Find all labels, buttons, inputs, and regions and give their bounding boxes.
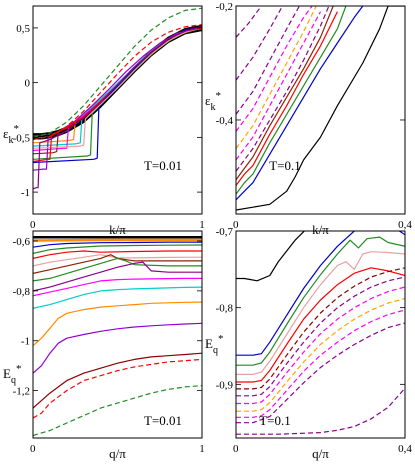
series-line-15 xyxy=(33,24,202,141)
series-line-8 xyxy=(236,286,405,405)
temperature-annotation: T=0.01 xyxy=(144,158,182,173)
series-line-2 xyxy=(236,231,405,356)
series-line-16 xyxy=(33,385,202,437)
series-line-10 xyxy=(33,277,202,297)
series-line-9 xyxy=(33,261,202,292)
series-group xyxy=(33,235,202,437)
temperature-annotation: T=0.1 xyxy=(259,413,291,428)
series-line-11 xyxy=(33,27,202,149)
panel-top-left-chart: 0,5 0 -0,5 -1 0 1 k/π εk* T=0.01 xyxy=(3,5,205,237)
y-tick-label: -0,8 xyxy=(13,286,31,298)
series-line-4 xyxy=(33,244,202,254)
x-tick-label: 1 xyxy=(199,219,205,231)
series-line-11 xyxy=(236,322,405,424)
panel-bottom-left-chart: -0,6 -0,8 -1 -1,2 0 1 q/π Eq* T=0.01 xyxy=(3,230,205,461)
series-line-4 xyxy=(236,251,405,375)
y-tick-label: 0,5 xyxy=(16,23,30,35)
series-line-6 xyxy=(236,267,405,390)
y-axis-label: εk* xyxy=(3,123,19,146)
y-tick-label: -1,2 xyxy=(13,386,30,398)
series-line-12 xyxy=(236,387,405,435)
x-axis-label: q/π xyxy=(312,446,329,461)
y-axis-label: Eq* xyxy=(205,333,223,356)
series-line-7 xyxy=(236,11,322,161)
x-tick-label: 0 xyxy=(30,219,36,231)
series-line-7 xyxy=(33,254,202,274)
series-line-13 xyxy=(33,322,202,374)
series-line-10 xyxy=(236,309,405,418)
series-line-5 xyxy=(236,267,405,383)
series-line-11 xyxy=(33,286,202,309)
series-line-12 xyxy=(236,6,262,38)
x-tick-label: 0 xyxy=(233,443,239,455)
plot-frame xyxy=(235,5,406,215)
y-tick-label: -1 xyxy=(21,187,30,199)
y-axis-label: Eq* xyxy=(3,363,21,386)
panel-top-right-chart: -0,2 -0,4 0 0,4 k/π εk* T=0.1 xyxy=(205,1,412,237)
x-tick-label: 0,4 xyxy=(398,219,412,231)
series-line-3 xyxy=(236,236,405,366)
series-line-14 xyxy=(33,352,202,409)
panel-bottom-right-chart: -0,7 -0,8 -0,9 0 0,4 q/π Eq* T=0.1 xyxy=(205,226,412,461)
x-tick-label: 0 xyxy=(30,443,36,455)
series-line-2 xyxy=(236,6,364,201)
series-line-10 xyxy=(236,6,300,115)
series-line-3 xyxy=(33,241,202,248)
y-tick-label: -0,5 xyxy=(13,132,31,144)
x-axis-label: k/π xyxy=(109,222,126,237)
series-line-4 xyxy=(236,11,338,186)
y-tick-label: -0,8 xyxy=(216,303,234,315)
series-line-5 xyxy=(33,250,202,259)
y-tick-label: -0,7 xyxy=(216,226,234,238)
series-line-7 xyxy=(236,276,405,397)
y-tick-label: -1 xyxy=(21,336,30,348)
x-axis-label: k/π xyxy=(312,222,329,237)
temperature-annotation: T=0.01 xyxy=(144,413,182,428)
series-line-2 xyxy=(33,238,202,242)
y-axis-label: εk* xyxy=(205,90,221,113)
series-line-15 xyxy=(33,358,202,419)
series-line-9 xyxy=(236,297,405,412)
plot-frame xyxy=(32,230,203,439)
series-line-6 xyxy=(33,254,202,267)
series-group xyxy=(33,7,202,190)
y-tick-label: -0,6 xyxy=(13,236,31,248)
y-tick-label: -0,4 xyxy=(216,115,234,127)
plot-frame xyxy=(235,230,406,439)
series-line-14 xyxy=(33,7,202,138)
series-line-1 xyxy=(33,26,202,138)
series-line-11 xyxy=(236,6,284,81)
series-line-9 xyxy=(33,26,202,164)
series-group xyxy=(236,231,405,435)
series-line-8 xyxy=(236,6,317,149)
series-line-5 xyxy=(236,6,334,181)
x-tick-label: 0,4 xyxy=(398,443,412,455)
series-line-6 xyxy=(236,6,330,172)
series-line-8 xyxy=(33,26,202,160)
series-group xyxy=(236,6,405,211)
series-line-10 xyxy=(33,27,202,171)
series-line-13 xyxy=(33,26,202,190)
x-tick-label: 0 xyxy=(233,219,239,231)
series-line-12 xyxy=(33,301,202,347)
x-tick-label: 1 xyxy=(199,443,205,455)
plot-frame xyxy=(32,5,203,215)
series-line-1 xyxy=(236,6,405,211)
series-line-8 xyxy=(33,257,202,282)
series-line-9 xyxy=(236,6,313,132)
series-line-1 xyxy=(236,231,306,282)
y-tick-label: 0 xyxy=(25,78,31,90)
x-axis-label: q/π xyxy=(109,446,126,461)
y-tick-label: -0,2 xyxy=(216,1,233,13)
series-line-3 xyxy=(236,6,347,195)
y-tick-label: -0,9 xyxy=(216,379,234,391)
temperature-annotation: T=0.1 xyxy=(269,158,301,173)
